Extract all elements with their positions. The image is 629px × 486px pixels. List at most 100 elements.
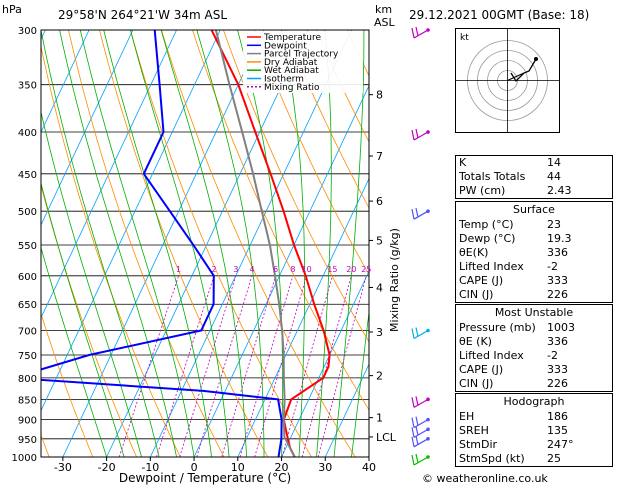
index-value: 44 — [547, 170, 561, 183]
wet-adiabat — [41, 30, 160, 457]
pressure-tick-label: 600 — [18, 272, 37, 283]
wind-barb — [411, 208, 430, 220]
surface-row: Lifted Index -2 — [456, 260, 612, 274]
dry-adiabat — [285, 30, 369, 209]
pressure-tick-label: 700 — [18, 327, 37, 338]
hodograph-row: SREH 135 — [456, 424, 612, 438]
mixing-ratio-label: 2 — [211, 265, 216, 274]
plot-frame — [40, 29, 370, 458]
km-tick-label: 7 — [376, 150, 383, 163]
most-unstable-label: CAPE (J) — [459, 363, 504, 376]
mixing-ratio-label: 4 — [249, 265, 254, 274]
km-tick-label: 8 — [376, 89, 383, 102]
hodograph-endpoint — [534, 57, 538, 61]
legend-item-label: Temperature — [263, 33, 321, 43]
wind-barb — [411, 327, 430, 340]
mixing-ratio-label: 25 — [361, 265, 371, 274]
pressure-tick-label: 450 — [18, 170, 37, 181]
isotherm — [41, 30, 90, 134]
isotherm — [324, 363, 369, 457]
most-unstable-label: CIN (J) — [459, 377, 494, 390]
pressure-tick-label: 550 — [18, 241, 37, 252]
hodograph-label: SREH — [459, 424, 489, 437]
series-temperature — [210, 30, 331, 457]
temperature-tick-label: 0 — [191, 461, 198, 474]
mixing-ratio-line — [156, 275, 215, 457]
mixing-ratio-line — [221, 275, 276, 457]
wet-adiabat — [41, 181, 125, 457]
isotherm — [193, 84, 369, 457]
isotherm — [41, 30, 134, 226]
hodograph: kt — [455, 28, 560, 133]
most-unstable-value: -2 — [547, 349, 558, 362]
legend-item-label: Parcel Trajectory — [264, 50, 339, 60]
km-tick-label: LCL — [376, 431, 397, 444]
surface-label: CIN (J) — [459, 288, 494, 301]
mixing-ratio-line — [118, 275, 179, 457]
wind-barb — [411, 426, 430, 438]
index-value: 2.43 — [547, 184, 572, 197]
storm-motion-vector — [507, 72, 525, 82]
mixing-ratio-label: 15 — [327, 265, 337, 274]
isotherm — [149, 30, 352, 457]
index-row: Totals Totals 44 — [456, 170, 612, 184]
most-unstable-label: Pressure (mb) — [459, 321, 536, 334]
hodograph-row: StmSpd (kt) 25 — [456, 452, 612, 466]
surface-row: Temp (°C) 23 — [456, 218, 612, 232]
most-unstable-row: CIN (J) 226 — [456, 377, 612, 391]
wind-barb — [411, 26, 430, 39]
mixing-ratio-label: 1 — [176, 265, 181, 274]
dry-adiabat — [41, 184, 137, 457]
series-parcel-trajectory — [214, 30, 296, 457]
indices-table: K 14 Totals Totals 44 PW (cm) 2.43 — [455, 155, 613, 199]
wind-barb — [411, 396, 430, 408]
mixing-ratio-label: 6 — [273, 265, 278, 274]
legend-item-label: Dry Adiabat — [264, 58, 318, 68]
wind-barbs — [411, 26, 430, 466]
surface-label: θE(K) — [459, 246, 489, 259]
temperature-tick-label: 20 — [275, 461, 289, 474]
hodograph-value: 186 — [547, 410, 568, 423]
hodograph-value: 135 — [547, 424, 568, 437]
mixing-ratio-label: 3 — [233, 265, 238, 274]
wet-adiabat — [281, 30, 305, 457]
hodograph-value: 25 — [547, 452, 561, 465]
wet-adiabat — [316, 30, 332, 457]
most-unstable-table: Most Unstable Pressure (mb) 1003 θE (K) 336… — [455, 304, 613, 392]
surface-label: Dewp (°C) — [459, 232, 516, 245]
hodograph-label: StmDir — [459, 438, 498, 451]
most-unstable-row: Lifted Index -2 — [456, 349, 612, 363]
legend-box — [243, 31, 363, 93]
pressure-tick-label: 500 — [18, 207, 37, 218]
most-unstable-label: Lifted Index — [459, 349, 524, 362]
km-tick-label: 1 — [376, 412, 383, 425]
isotherm — [237, 177, 369, 457]
x-axis-label: Dewpoint / Temperature (°C) — [119, 471, 291, 485]
most-unstable-value: 1003 — [547, 321, 575, 334]
mixing-ratio-line — [301, 275, 352, 457]
most-unstable-value: 333 — [547, 363, 568, 376]
legend-item-label: Mixing Ratio — [264, 83, 320, 93]
hpa-label: hPa — [2, 3, 22, 16]
wet-adiabat — [130, 30, 230, 457]
wet-adiabat — [237, 30, 283, 457]
dry-adiabat — [41, 312, 94, 457]
index-row: K 14 — [456, 156, 612, 170]
location-title: 29°58'N 264°21'W 34m ASL — [58, 8, 227, 22]
isotherm — [281, 270, 369, 457]
isotherm — [41, 30, 221, 412]
wet-adiabat — [41, 246, 107, 457]
pressure-tick-label: 800 — [18, 374, 37, 385]
wet-adiabat — [59, 30, 177, 457]
km-tick-label: 3 — [376, 326, 383, 339]
index-label: K — [459, 156, 467, 169]
pressure-tick-label: 400 — [18, 128, 37, 139]
pressure-tick-label: 900 — [18, 416, 37, 427]
index-row: PW (cm) 2.43 — [456, 184, 612, 198]
surface-value: 226 — [547, 288, 568, 301]
most-unstable-label: θE (K) — [459, 335, 492, 348]
pressure-tick-label: 350 — [18, 81, 37, 92]
surface-label: CAPE (J) — [459, 274, 504, 287]
